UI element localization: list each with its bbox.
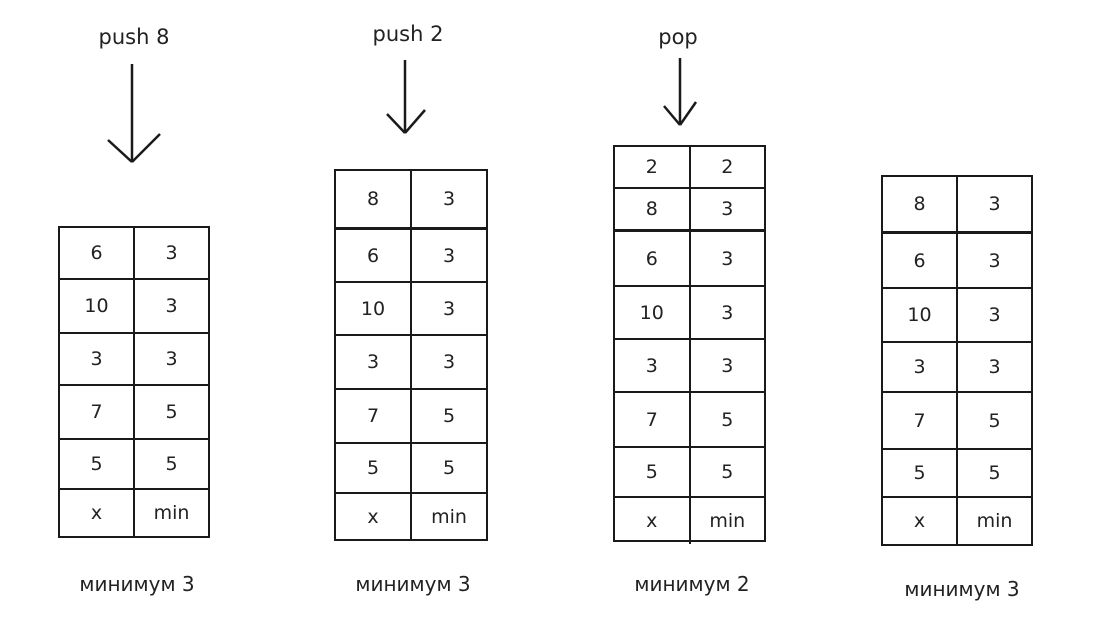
operation-label-2: push 2	[372, 22, 444, 46]
table-cell-x: 10	[336, 283, 412, 334]
table-header-row: x min	[615, 498, 764, 544]
table-header-row: x min	[60, 490, 208, 536]
table-cell-min: 3	[721, 198, 734, 220]
table-cell-x: 3	[336, 336, 412, 388]
table-cell-min: 3	[988, 356, 1001, 378]
table-cell-x: 8	[336, 171, 412, 227]
table-cell-x: 5	[615, 448, 691, 496]
table-cell-x: x	[60, 490, 135, 536]
table-cell-min: 3	[165, 295, 178, 317]
minimum-caption-2: минимум 3	[355, 572, 471, 596]
table-cell-x: 3	[60, 334, 135, 384]
table-cell-min: 3	[988, 249, 1001, 272]
operation-label-3: pop	[658, 25, 698, 49]
table-cell-min: 3	[721, 301, 734, 324]
table-cell-min: 3	[721, 247, 734, 270]
table-cell-min: 3	[442, 244, 456, 267]
table-cell-min: min	[153, 502, 190, 524]
table-cell-min: 5	[988, 409, 1001, 432]
down-arrow-icon-2	[386, 60, 426, 134]
table-cell-min: 5	[988, 462, 1001, 484]
operation-label-1: push 8	[98, 25, 170, 49]
table-cell-min: 2	[721, 156, 734, 178]
table-cell-x: 10	[883, 289, 958, 341]
table-cell-x: 5	[60, 440, 135, 488]
table-cell-x: 5	[883, 450, 958, 496]
table-cell-x: 10	[615, 287, 691, 338]
table-cell-min: 5	[721, 461, 734, 483]
table-cell-x: 3	[615, 340, 691, 391]
table-row: 10 3	[336, 283, 486, 336]
table-cell-min: 3	[165, 242, 178, 264]
table-cell-x: x	[883, 498, 958, 544]
table-cell-min: 3	[721, 354, 734, 377]
down-arrow-icon-3	[663, 58, 698, 126]
table-row: 10 3	[615, 287, 764, 340]
table-row: 10 3	[883, 289, 1031, 343]
table-cell-min: 5	[165, 401, 178, 423]
table-cell-min: 5	[721, 408, 734, 431]
table-cell-x: 6	[60, 228, 135, 278]
minimum-caption-1: минимум 3	[79, 572, 195, 596]
table-header-row: x min	[883, 498, 1031, 544]
table-cell-min: 3	[442, 351, 456, 373]
table-cell-min: min	[976, 510, 1013, 532]
table-cell-min: min	[709, 510, 746, 532]
down-arrow-icon-1	[107, 64, 161, 163]
table-cell-x: 7	[615, 393, 691, 446]
table-cell-x: 6	[883, 234, 958, 287]
table-cell-x: 6	[336, 230, 412, 281]
table-cell-min: 5	[442, 457, 456, 479]
table-cell-x: 3	[883, 343, 958, 391]
table-cell-x: 8	[615, 189, 691, 229]
table-cell-min: min	[431, 505, 467, 528]
minimum-caption-3: минимум 2	[634, 572, 750, 596]
table-cell-min: 5	[442, 405, 456, 427]
table-cell-x: 10	[60, 280, 135, 332]
table-cell-x: 7	[883, 393, 958, 448]
table-cell-x: 7	[336, 390, 412, 442]
table-cell-x: 5	[336, 444, 412, 492]
table-cell-min: 3	[988, 193, 1001, 215]
table-cell-min: 5	[165, 453, 178, 475]
table-cell-x: 8	[883, 177, 958, 231]
table-row: 10 3	[60, 280, 208, 334]
table-cell-min: 3	[988, 304, 1001, 326]
table-cell-min: 3	[442, 297, 456, 320]
table-cell-x: 7	[60, 386, 135, 438]
table-cell-x: 6	[615, 232, 691, 285]
table-cell-min: 3	[165, 348, 178, 370]
table-cell-min: 3	[442, 188, 456, 210]
table-cell-x: x	[336, 494, 412, 539]
table-header-row: x min	[336, 494, 486, 539]
minimum-caption-4: минимум 3	[904, 577, 1020, 601]
table-cell-x: x	[615, 498, 691, 544]
table-cell-x: 2	[615, 147, 691, 187]
